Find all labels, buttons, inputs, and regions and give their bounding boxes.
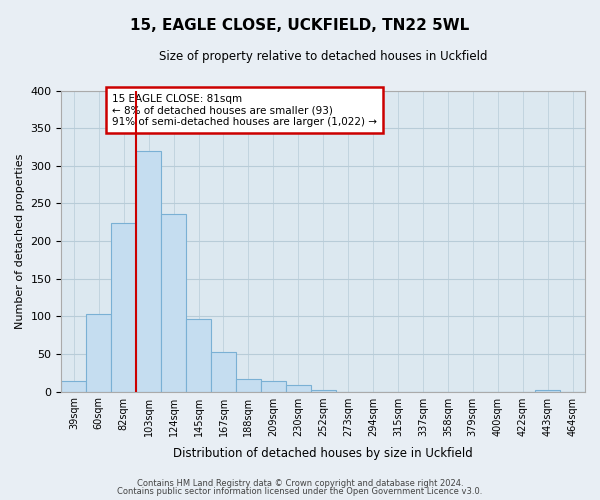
Bar [186, 318, 211, 392]
Bar [286, 385, 311, 392]
Text: 15 EAGLE CLOSE: 81sqm
← 8% of detached houses are smaller (93)
91% of semi-detac: 15 EAGLE CLOSE: 81sqm ← 8% of detached h… [112, 94, 377, 127]
Title: Size of property relative to detached houses in Uckfield: Size of property relative to detached ho… [159, 50, 487, 63]
Bar [236, 378, 261, 392]
Bar [161, 214, 186, 392]
Text: 15, EAGLE CLOSE, UCKFIELD, TN22 5WL: 15, EAGLE CLOSE, UCKFIELD, TN22 5WL [130, 18, 470, 32]
Bar [311, 390, 335, 392]
Bar [261, 381, 286, 392]
Text: Contains HM Land Registry data © Crown copyright and database right 2024.: Contains HM Land Registry data © Crown c… [137, 478, 463, 488]
Bar [61, 381, 86, 392]
Y-axis label: Number of detached properties: Number of detached properties [15, 154, 25, 328]
Bar [86, 314, 111, 392]
Bar [111, 223, 136, 392]
Bar [136, 150, 161, 392]
Bar [535, 390, 560, 392]
X-axis label: Distribution of detached houses by size in Uckfield: Distribution of detached houses by size … [173, 447, 473, 460]
Bar [211, 352, 236, 392]
Text: Contains public sector information licensed under the Open Government Licence v3: Contains public sector information licen… [118, 487, 482, 496]
